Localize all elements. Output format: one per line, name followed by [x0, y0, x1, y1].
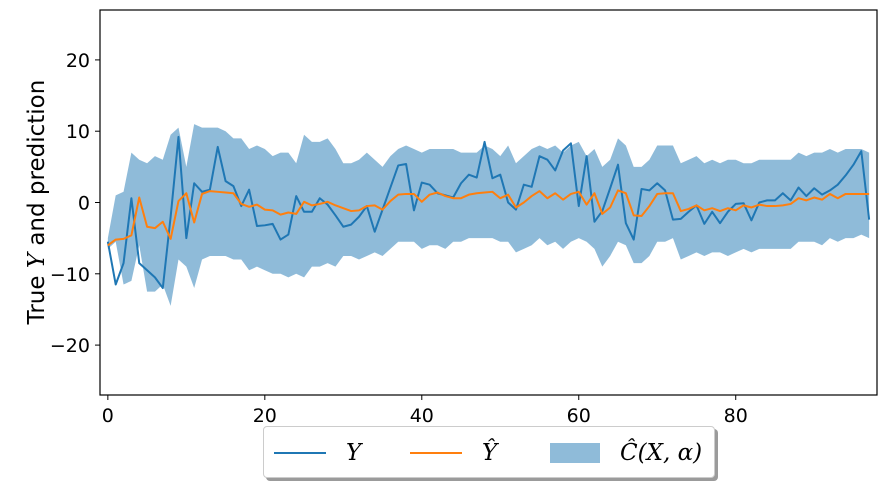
- legend-item-y: Y: [274, 427, 361, 479]
- x-tick-label: 20: [253, 405, 277, 427]
- x-tick-label: 80: [724, 405, 748, 427]
- y-axis-label: True Y and prediction: [24, 80, 50, 326]
- legend-label-y-hat: Ŷ: [482, 440, 498, 466]
- legend-swatch-interval: [550, 443, 600, 463]
- series-y-line: [106, 135, 871, 290]
- x-tick-label: 40: [410, 405, 434, 427]
- y-tick-label: 0: [78, 193, 90, 215]
- y-tick-label: −20: [50, 335, 90, 357]
- legend-item-interval: Ĉ(X, α): [550, 427, 702, 479]
- axes: 0 20 40 60 80 −20 −10 0 10 20: [50, 9, 878, 427]
- legend: Y Ŷ Ĉ(X, α): [263, 426, 715, 478]
- y-tick-label: −10: [50, 264, 90, 286]
- x-tick-label: 60: [567, 405, 591, 427]
- series-y-hat-line: [107, 189, 870, 247]
- plot-area: [106, 124, 871, 306]
- x-tick-label: 0: [102, 405, 114, 427]
- legend-label-interval: Ĉ(X, α): [620, 440, 703, 466]
- legend-item-y-hat: Ŷ: [410, 427, 497, 479]
- legend-swatch-y-hat: [410, 452, 462, 454]
- interval-band: [107, 124, 870, 306]
- y-tick-label: 10: [66, 121, 90, 143]
- legend-swatch-y: [274, 452, 326, 454]
- y-tick-label: 20: [66, 50, 90, 72]
- legend-label-y: Y: [346, 440, 362, 466]
